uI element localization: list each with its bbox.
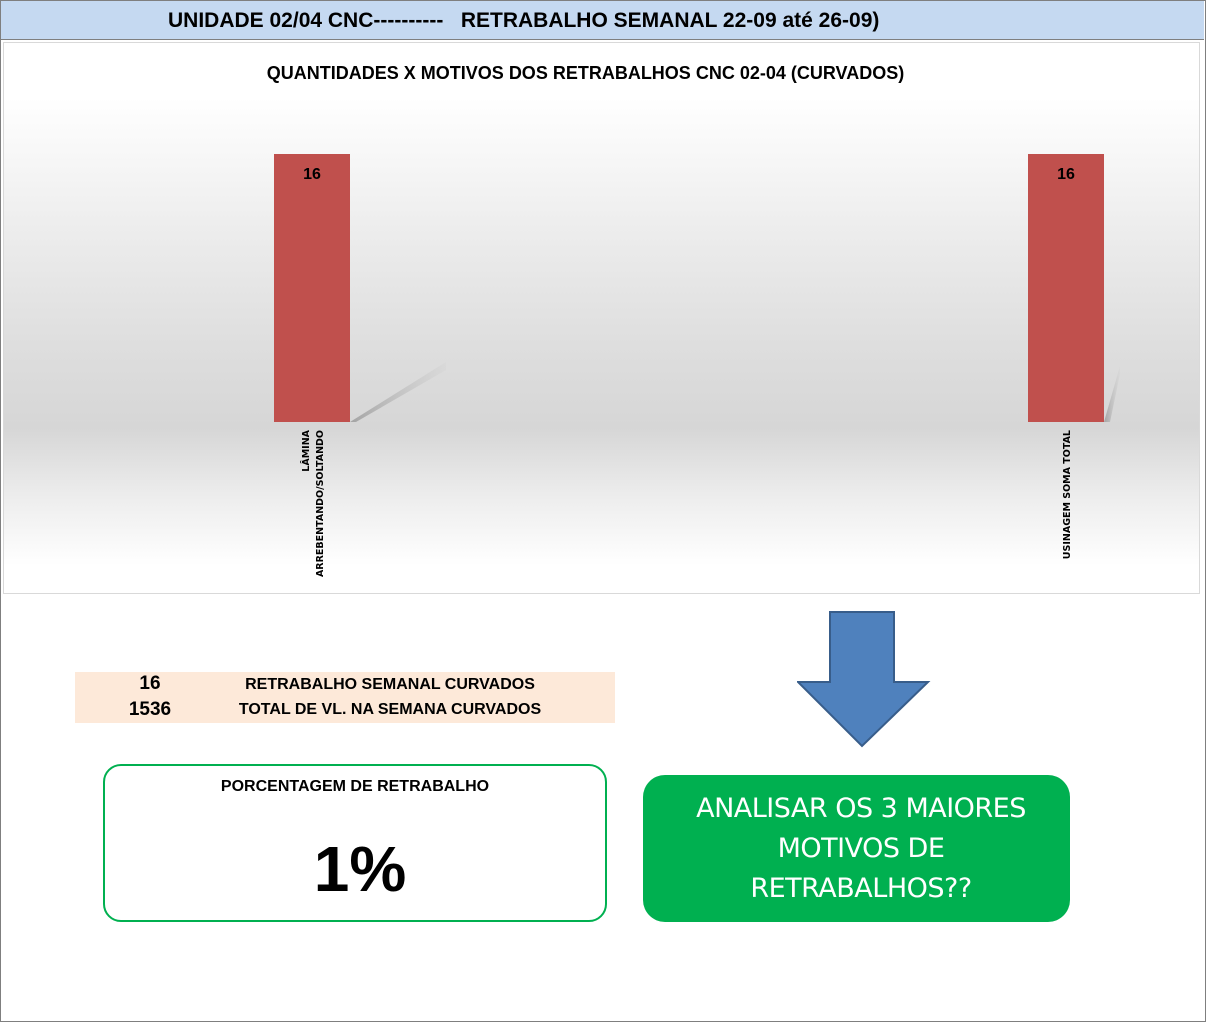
bar-shadow xyxy=(350,362,446,422)
percentage-box: PORCENTAGEM DE RETRABALHO 1% xyxy=(103,764,607,922)
percentage-value: 1% xyxy=(313,833,407,905)
page-title: UNIDADE 02/04 CNC---------- RETRABALHO S… xyxy=(168,9,880,32)
down-arrow-icon xyxy=(797,611,931,748)
chart-plot: 16 LÂMINA ARREBENTANDO/SOLTANDO 16 USINAGEM … xyxy=(274,154,1120,577)
callout-line-2: MOTIVOS DE xyxy=(777,833,945,864)
summary-value-total: 1536 xyxy=(128,699,172,720)
chart-area: QUANTIDADES X MOTIVOS DOS RETRABALHOS CN… xyxy=(3,42,1200,594)
bar-2 xyxy=(1028,154,1104,422)
callout-line-1: ANALISAR OS 3 MAIORES xyxy=(696,793,1026,824)
category-label-1-line-1: LÂMINA xyxy=(300,429,312,471)
chart-title: QUANTIDADES X MOTIVOS DOS RETRABALHOS CN… xyxy=(266,63,905,83)
analysis-callout-text: ANALISAR OS 3 MAIORES MOTIVOS DE RETRABA… xyxy=(643,789,1079,909)
category-label-2-line-1: USINAGEM SOMA TOTAL xyxy=(1062,430,1073,559)
summary-row-weekly: 16 RETRABALHO SEMANAL CURVADOS xyxy=(75,673,615,698)
analysis-callout: ANALISAR OS 3 MAIORES MOTIVOS DE RETRABA… xyxy=(643,775,1070,922)
data-label-1: 16 xyxy=(303,166,321,183)
sheet-header: UNIDADE 02/04 CNC---------- RETRABALHO S… xyxy=(1,1,1204,40)
summary-label-weekly: RETRABALHO SEMANAL CURVADOS xyxy=(245,676,535,693)
summary-row-total: 1536 TOTAL DE VL. NA SEMANA CURVADOS xyxy=(75,699,615,724)
summary-label-total: TOTAL DE VL. NA SEMANA CURVADOS xyxy=(238,701,542,718)
callout-line-3: RETRABALHOS?? xyxy=(750,873,972,904)
category-label-1-line-2: ARREBENTANDO/SOLTANDO xyxy=(315,430,326,577)
summary-table: 16 RETRABALHO SEMANAL CURVADOS 1536 TOTA… xyxy=(75,672,615,723)
data-label-2: 16 xyxy=(1057,166,1075,183)
summary-value-weekly: 16 xyxy=(139,673,161,694)
bar-shadow xyxy=(1104,366,1120,422)
percentage-label: PORCENTAGEM DE RETRABALHO xyxy=(220,778,490,795)
bar-1 xyxy=(274,154,350,422)
